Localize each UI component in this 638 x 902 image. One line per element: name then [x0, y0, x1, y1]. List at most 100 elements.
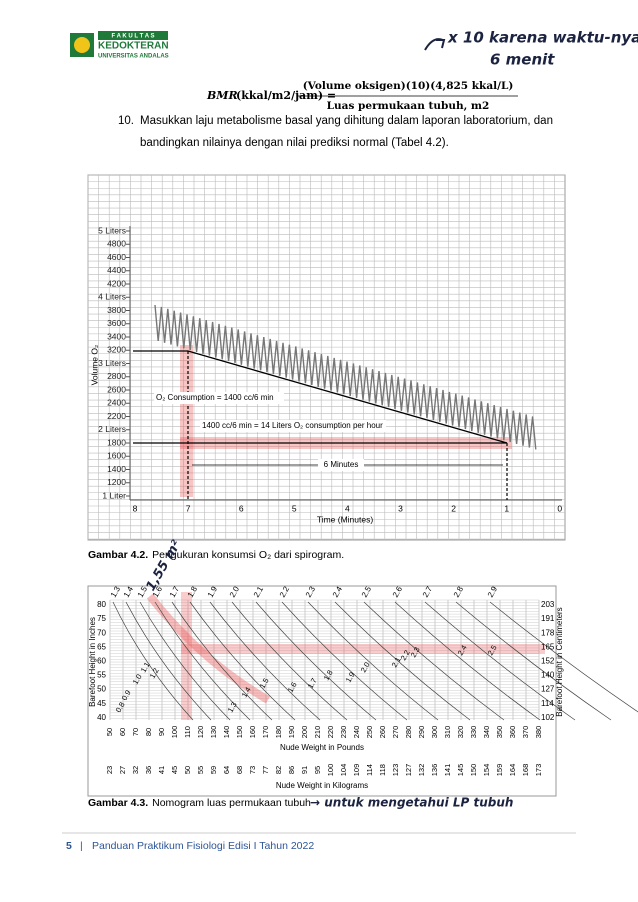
formula-units: (kkal/m2/jam) = [236, 89, 336, 102]
height-label: 60 [97, 657, 106, 666]
nomogram-curve [281, 601, 408, 721]
weight-label: 59 [209, 766, 218, 774]
caption-label: Gambar 4.3. [88, 797, 148, 809]
y-label: 3400 [107, 331, 126, 341]
item-text: bandingkan nilainya dengan nilai prediks… [140, 137, 449, 149]
y-label: 4200 [107, 278, 126, 288]
nomogram-curve [394, 601, 541, 721]
logo-line: UNIVERSITAS ANDALAS [98, 54, 169, 60]
weight-label: 95 [313, 766, 322, 774]
annotation: 1400 cc/6 min = 14 Liters O₂ consumption… [202, 421, 383, 430]
label-bg [154, 392, 284, 404]
height-label: 178 [541, 628, 555, 637]
weight-label: 250 [365, 726, 374, 739]
y-label: 2 Liters [98, 424, 126, 434]
y-axis-label: Volume O₂ [89, 345, 99, 386]
weight-label: 118 [378, 764, 387, 776]
axis-label: Barefoot Height in Inches [88, 617, 97, 707]
weight-label: 180 [274, 726, 283, 739]
hand-note: → untuk mengetahui LP tubuh [310, 796, 513, 810]
weight-label: 100 [326, 764, 335, 777]
height-label: 191 [541, 614, 555, 623]
weight-label: 41 [157, 766, 166, 774]
weight-label: 64 [222, 766, 231, 774]
y-label: 1200 [107, 477, 126, 487]
height-label: 102 [541, 713, 555, 722]
y-label: 3800 [107, 305, 126, 315]
weight-label: 120 [196, 726, 205, 739]
weight-label: 240 [352, 726, 361, 739]
weight-label: 50 [183, 766, 192, 774]
height-label: 50 [97, 685, 106, 694]
nomogram-curve [189, 601, 296, 721]
separator: | [80, 840, 83, 852]
nomogram-curve [255, 601, 377, 721]
nomogram-curve [139, 601, 231, 721]
caption: Gambar 4.3. Nomogram luas permukaan tubuh [88, 797, 311, 809]
weight-label: 32 [131, 766, 140, 774]
weight-label: 260 [378, 726, 387, 739]
height-label: 55 [97, 671, 106, 680]
x-label: 1 [504, 503, 509, 513]
weight-label: 86 [287, 766, 296, 774]
weight-label: 60 [118, 728, 127, 736]
hand-note: x 10 karena waktu-nya [447, 29, 638, 47]
weight-label: 360 [508, 726, 517, 739]
nomogram-curve [334, 601, 471, 721]
nomogram-curve [489, 601, 638, 713]
axis-label: Barefoot Height in Centimeters [555, 607, 564, 716]
weight-label: 110 [183, 726, 192, 738]
weight-label: 159 [495, 764, 504, 777]
item-text: Masukkan laju metabolisme basal yang dih… [140, 115, 553, 127]
y-label: 1400 [107, 464, 126, 474]
weight-label: 45 [170, 766, 179, 774]
height-label: 40 [97, 713, 106, 722]
weight-label: 170 [261, 726, 270, 739]
weight-label: 70 [131, 728, 140, 736]
height-label: 165 [541, 642, 555, 651]
weight-label: 141 [443, 764, 452, 777]
nomogram-curve [455, 601, 612, 721]
height-label: 152 [541, 657, 555, 666]
y-label: 2200 [107, 411, 126, 421]
weight-label: 230 [339, 726, 348, 739]
weight-label: 300 [430, 726, 439, 739]
height-label: 65 [97, 642, 106, 651]
weight-label: 380 [534, 726, 543, 739]
nomogram-curve [209, 601, 321, 721]
label-bg [318, 459, 364, 471]
weight-label: 168 [521, 764, 530, 777]
caption-text: Nomogram luas permukaan tubuh [152, 797, 311, 809]
nomogram-curve [231, 601, 348, 721]
height-label: 203 [541, 600, 555, 609]
y-label: 4600 [107, 252, 126, 262]
y-label: 3 Liters [98, 358, 126, 368]
footer-text: Panduan Praktikum Fisiologi Edisi I Tahu… [92, 840, 314, 852]
logo-line: F A K U L T A S [112, 34, 155, 40]
y-label: 1600 [107, 451, 126, 461]
weight-label: 132 [417, 764, 426, 777]
caption: Gambar 4.2. Pengukuran konsumsi O₂ dari s… [88, 549, 344, 561]
weight-label: 150 [235, 726, 244, 739]
weight-label: 340 [482, 726, 491, 739]
y-label: 1800 [107, 437, 126, 447]
weight-label: 27 [118, 766, 127, 774]
axis-label: Nude Weight in Kilograms [276, 781, 368, 790]
weight-label: 173 [534, 764, 543, 777]
height-label: 80 [97, 600, 106, 609]
weight-label: 80 [144, 728, 153, 736]
y-label: 3600 [107, 318, 126, 328]
y-label: 4800 [107, 239, 126, 249]
y-label: 1 Liter [102, 490, 126, 500]
weight-label: 190 [287, 726, 296, 739]
caption-label: Gambar 4.2. [88, 549, 148, 561]
weight-label: 320 [456, 726, 465, 739]
logo-line: KEDOKTERAN [98, 41, 169, 52]
formula-denominator: Luas permukaan tubuh, m2 [327, 100, 490, 112]
y-label: 2400 [107, 398, 126, 408]
highlight [146, 593, 271, 704]
figure-2-frame [87, 585, 557, 797]
height-label: 70 [97, 628, 106, 637]
weight-label: 77 [261, 766, 270, 774]
